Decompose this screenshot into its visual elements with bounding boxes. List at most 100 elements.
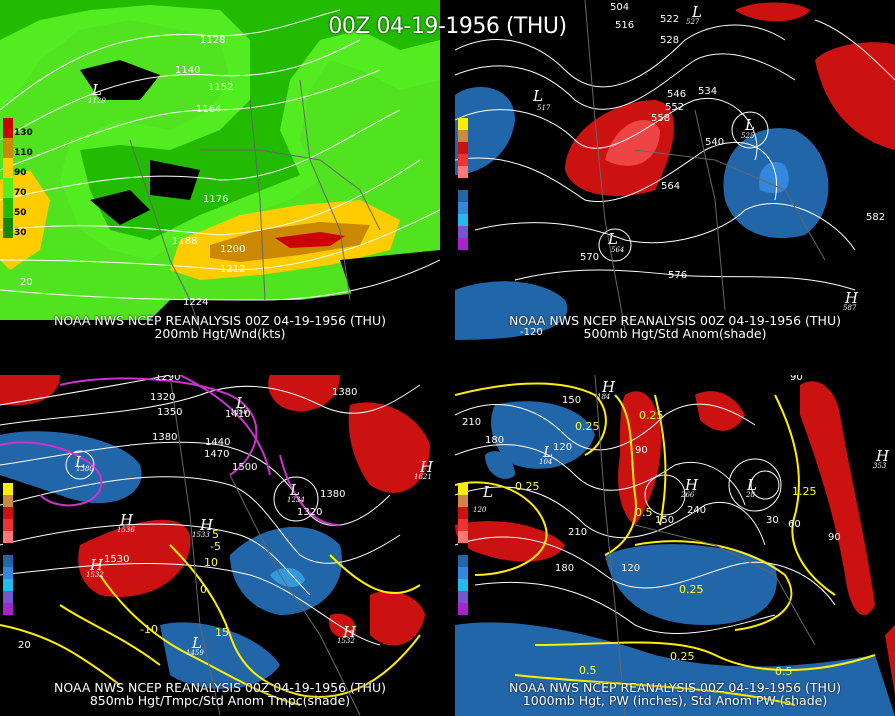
- high-center-value: 1536: [117, 526, 135, 534]
- contour-label: 1470: [204, 449, 229, 460]
- high-center-letter: H: [342, 623, 357, 641]
- contour-label: 534: [698, 86, 717, 97]
- legend-label: 130: [14, 128, 33, 138]
- high-center-value: 587: [843, 304, 857, 312]
- low-center-value: 1129: [88, 97, 106, 105]
- anomaly-legend: [458, 118, 468, 250]
- contour-label: 60: [788, 519, 801, 530]
- pw-label: 0.25: [670, 650, 695, 663]
- contour-label: 1350: [157, 407, 182, 418]
- contour-label: 1212: [220, 264, 245, 275]
- contour-label: 552: [665, 102, 684, 113]
- panel-850mb-map: 1290 1320 1350 1380 1410 1440 1470 1500 …: [0, 375, 440, 716]
- panel-500mb: 504 516 522 528 534 540 546 552 558 564 …: [455, 0, 895, 340]
- low-center-letter: L: [74, 453, 85, 471]
- legend-label: 50: [14, 208, 27, 218]
- low-center-value: 1459: [186, 649, 204, 657]
- contour-label: 120: [553, 442, 572, 453]
- contour-label: 1530: [104, 554, 129, 565]
- contour-label: 90: [828, 532, 841, 543]
- contour-label: 1200: [220, 244, 245, 255]
- temp-label: 5: [212, 528, 219, 541]
- contour-label: 210: [568, 527, 587, 538]
- high-center-letter: H: [419, 458, 434, 476]
- contour-label: 1140: [175, 65, 200, 76]
- pw-label: 0.25: [575, 420, 600, 433]
- grid-label: 20: [18, 640, 31, 651]
- map-title: 00Z 04-19-1956 (THU): [328, 14, 567, 39]
- contour-label: 30: [766, 515, 779, 526]
- contour-label: 1128: [200, 35, 225, 46]
- panel-1000mb: 210 180 150 120 90 60 30 240 210 180 150…: [455, 375, 895, 716]
- low-center-letter: L: [744, 116, 755, 134]
- contour-label: 180: [485, 435, 504, 446]
- contour-label: 504: [610, 2, 629, 13]
- low-center-letter: L: [607, 230, 618, 248]
- contour-label: 1440: [205, 437, 230, 448]
- grid-label: 20: [20, 277, 33, 288]
- low-center-letter: L: [746, 476, 757, 494]
- contour-label: 1380: [152, 432, 177, 443]
- contour-label: 1380: [320, 489, 345, 500]
- contour-label: 564: [661, 181, 680, 192]
- panel-caption-line1: NOAA NWS NCEP REANALYSIS 00Z 04-19-1956 …: [53, 680, 386, 695]
- pw-label: 1.25: [792, 485, 817, 498]
- contour-label: 1224: [183, 297, 208, 308]
- legend-label: 30: [14, 228, 27, 238]
- panel-caption-line2: 850mb Hgt/Tmpc/Std Anom Tmpc(shade): [89, 693, 351, 708]
- panel-caption-line2: 200mb Hgt/Wnd(kts): [154, 326, 286, 340]
- high-center-letter: H: [601, 378, 616, 396]
- contour-label: 1500: [232, 462, 257, 473]
- contour-label: 1176: [203, 194, 228, 205]
- low-center-letter: L: [691, 3, 702, 21]
- high-center-letter: H: [875, 447, 890, 465]
- panel-200mb-map: 1128 1140 1152 1164 1176 1188 1200 1212 …: [0, 0, 440, 340]
- low-center-letter: L: [482, 483, 493, 501]
- contour-label: 1320: [150, 392, 175, 403]
- contour-label: 120: [621, 563, 640, 574]
- low-center-letter: L: [91, 81, 102, 99]
- contour-label: 528: [660, 35, 679, 46]
- low-center-value: 1356: [230, 408, 248, 416]
- contour-label: 576: [668, 270, 687, 281]
- high-center-value: 1533: [192, 531, 210, 539]
- contour-label: 1320: [297, 507, 322, 518]
- low-center-value: 1380: [76, 465, 94, 473]
- low-center-letter: L: [289, 481, 300, 499]
- contour-label: 516: [615, 20, 634, 31]
- low-center-letter: L: [191, 634, 202, 652]
- legend-label: 70: [14, 188, 27, 198]
- contour-label: 522: [660, 14, 679, 25]
- high-center-value: 184: [597, 393, 610, 401]
- low-center-value: 517: [537, 104, 551, 112]
- contour-label: 90: [790, 375, 803, 383]
- contour-label: 150: [562, 395, 581, 406]
- panel-850mb: 1290 1320 1350 1380 1410 1440 1470 1500 …: [0, 375, 440, 716]
- temp-label: -10: [140, 623, 158, 636]
- high-center-value: 1621: [414, 473, 432, 481]
- high-center-letter: H: [844, 289, 859, 307]
- pw-label: 0.5: [775, 665, 793, 678]
- contour-label: 1290: [155, 375, 180, 383]
- temp-label: 15: [215, 626, 229, 639]
- high-center-letter: H: [684, 476, 699, 494]
- low-center-value: 120: [473, 506, 487, 514]
- legend-label: 110: [14, 148, 33, 158]
- panel-caption-line1: NOAA NWS NCEP REANALYSIS 00Z 04-19-1956 …: [53, 313, 386, 328]
- low-center-letter: L: [532, 87, 543, 105]
- high-center-value: 1532: [337, 637, 355, 645]
- panel-1000mb-map: 210 180 150 120 90 60 30 240 210 180 150…: [455, 375, 895, 716]
- low-center-value: 564: [611, 246, 624, 254]
- panel-caption-line1: NOAA NWS NCEP REANALYSIS 00Z 04-19-1956 …: [508, 313, 841, 328]
- pw-label: 0.25: [639, 409, 664, 422]
- contour-label: 180: [555, 563, 574, 574]
- contour-label: 210: [462, 417, 481, 428]
- contour-label: 540: [705, 137, 724, 148]
- panel-caption-line2: 500mb Hgt/Std Anom(shade): [583, 326, 767, 340]
- contour-label: 1410: [225, 409, 250, 420]
- pw-label: 0.5: [579, 664, 597, 677]
- high-center-value: 353: [873, 462, 887, 470]
- contour-label: 558: [651, 113, 670, 124]
- low-center-value: 104: [539, 458, 552, 466]
- pw-label: 0.5: [635, 506, 653, 519]
